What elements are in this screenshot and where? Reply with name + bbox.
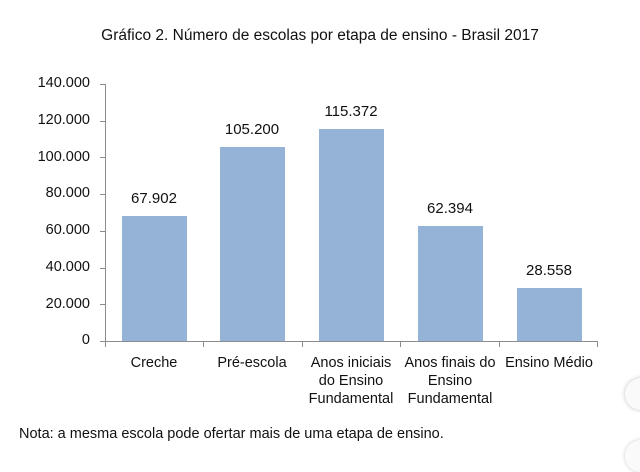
bar-pre-escola — [220, 147, 285, 341]
y-tick-label: 0 — [81, 332, 90, 348]
data-label: 67.902 — [131, 190, 177, 207]
chart-title: Gráfico 2. Número de escolas por etapa d… — [101, 27, 539, 44]
bar-anos-finais — [418, 226, 483, 341]
y-tick — [100, 84, 105, 85]
y-tick — [100, 194, 105, 195]
x-tick — [400, 341, 401, 347]
chart-note: Nota: a mesma escola pode ofertar mais d… — [19, 426, 444, 442]
y-tick-label: 40.000 — [45, 259, 90, 275]
y-tick — [100, 341, 105, 342]
x-tick — [499, 341, 500, 347]
y-tick — [100, 231, 105, 232]
y-tick — [100, 304, 105, 305]
x-tick — [203, 341, 204, 347]
data-label: 28.558 — [526, 262, 572, 279]
bar-chart: 140.000 120.000 100.000 80.000 60.000 40… — [37, 75, 598, 407]
y-tick-label: 60.000 — [45, 222, 90, 238]
x-axis — [105, 341, 598, 342]
category-label: Ensino Médio — [505, 355, 593, 371]
y-tick — [100, 121, 105, 122]
category-label: Creche — [130, 355, 178, 371]
y-tick-label: 20.000 — [45, 296, 90, 312]
data-label: 62.394 — [427, 200, 473, 217]
category-label: Anos finais do Ensino Fundamental — [404, 355, 496, 407]
x-tick — [597, 341, 598, 347]
bar-creche — [122, 216, 187, 341]
x-tick — [105, 341, 106, 347]
category-label: Pré-escola — [217, 355, 287, 371]
bar-anos-iniciais — [319, 129, 384, 341]
y-axis — [105, 84, 106, 342]
y-tick-label: 100.000 — [37, 149, 90, 165]
y-tick-label: 140.000 — [37, 75, 90, 91]
y-tick-label: 120.000 — [37, 112, 90, 128]
data-label: 115.372 — [324, 103, 378, 120]
data-label: 105.200 — [224, 121, 280, 138]
y-tick-label: 80.000 — [45, 185, 90, 201]
category-label: Anos iniciais do Ensino Fundamental — [308, 355, 394, 407]
y-tick — [100, 157, 105, 158]
floating-round-button[interactable] — [625, 378, 640, 410]
bar-ensino-medio — [517, 288, 582, 341]
y-tick — [100, 268, 105, 269]
x-tick — [302, 341, 303, 347]
